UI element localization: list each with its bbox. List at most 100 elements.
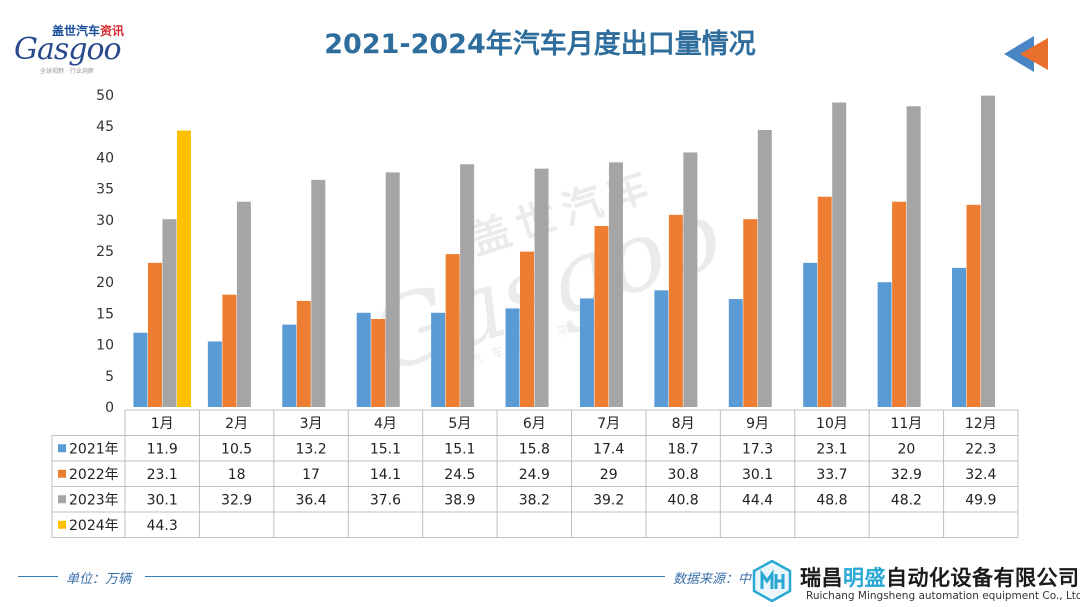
- legend-key-2022年: [58, 469, 66, 478]
- bar-2024年-1月: [176, 130, 191, 407]
- bar-2023年-6月: [534, 168, 549, 407]
- category-label: 3月: [300, 416, 323, 432]
- data-label: 23.1: [816, 441, 847, 457]
- y-tick-label: 20: [96, 275, 114, 291]
- company-name-en: Ruichang Mingsheng automation equipment …: [806, 590, 1080, 602]
- bar-2021年-2月: [207, 341, 222, 407]
- bar-2022年-11月: [892, 201, 907, 407]
- data-label: 18.7: [668, 441, 699, 457]
- bar-2021年-1月: [133, 332, 148, 407]
- footer-line-left: [18, 576, 58, 577]
- bar-2023年-9月: [757, 129, 772, 407]
- y-tick-label: 25: [96, 244, 114, 260]
- data-label: 30.8: [668, 467, 699, 483]
- data-label: 11.9: [147, 441, 178, 457]
- back-arrow-icon[interactable]: [1004, 36, 1052, 76]
- data-label: 30.1: [147, 492, 178, 508]
- legend-label: 2021年: [69, 441, 119, 457]
- bar-2023年-11月: [906, 106, 921, 408]
- category-label: 5月: [448, 416, 471, 432]
- logo-wordmark: Gasgoo: [14, 32, 122, 67]
- data-label: 33.7: [816, 467, 847, 483]
- page-title: 2021-2024年汽车月度出口量情况: [324, 29, 756, 60]
- category-label: 4月: [374, 416, 397, 432]
- category-label: 2月: [225, 416, 248, 432]
- data-label: 15.1: [444, 441, 475, 457]
- logo-cn-text: 盖世汽车资讯: [52, 24, 125, 38]
- data-label: 38.2: [519, 492, 550, 508]
- bar-2023年-7月: [608, 162, 623, 407]
- legend-label: 2023年: [69, 492, 119, 508]
- data-label: 17.4: [593, 441, 624, 457]
- legend-label: 2022年: [69, 467, 119, 483]
- source-label: 数据来源：中: [673, 572, 752, 587]
- y-tick-label: 40: [96, 150, 114, 166]
- data-label: 32.9: [221, 492, 252, 508]
- bar-2022年-1月: [147, 262, 162, 407]
- y-tick-label: 15: [96, 306, 114, 322]
- y-tick-label: 10: [96, 338, 114, 354]
- y-tick-label: 35: [96, 182, 114, 198]
- data-label: 37.6: [370, 492, 401, 508]
- data-label: 48.8: [816, 492, 847, 508]
- logo-tagline: 全球视野 · 行业洞察: [40, 68, 94, 75]
- bar-2021年-4月: [356, 312, 371, 407]
- data-label: 14.1: [370, 467, 401, 483]
- data-label: 17.3: [742, 441, 773, 457]
- data-label: 29: [600, 467, 618, 483]
- bar-2023年-3月: [311, 179, 326, 407]
- data-label: 40.8: [668, 492, 699, 508]
- data-label: 17: [302, 467, 320, 483]
- category-label: 1月: [151, 416, 174, 432]
- bar-2022年-4月: [371, 319, 386, 407]
- bar-2023年-12月: [981, 95, 996, 408]
- bar-2022年-10月: [817, 196, 832, 407]
- bar-2021年-12月: [952, 267, 967, 407]
- company-name: 瑞昌明盛自动化设备有限公司: [800, 566, 1080, 590]
- bar-2021年-8月: [654, 290, 669, 407]
- bar-2021年-7月: [579, 298, 594, 407]
- bar-2021年-11月: [877, 282, 892, 407]
- y-tick-label: 50: [96, 88, 114, 104]
- data-label: 24.5: [444, 467, 475, 483]
- data-label: 48.2: [891, 492, 922, 508]
- category-label: 8月: [672, 416, 695, 432]
- data-label: 22.3: [965, 441, 996, 457]
- bar-2023年-10月: [832, 102, 847, 407]
- legend-key-2021年: [58, 444, 66, 453]
- bar-2021年-3月: [282, 324, 297, 407]
- data-label: 15.1: [370, 441, 401, 457]
- data-label: 20: [897, 441, 915, 457]
- footer-line-mid: [145, 576, 665, 577]
- y-tick-label: 45: [96, 119, 114, 135]
- legend-label: 2024年: [69, 518, 119, 534]
- gasgoo-logo: 盖世汽车资讯 Gasgoo 全球视野 · 行业洞察: [14, 22, 134, 78]
- category-label: 6月: [523, 416, 546, 432]
- bar-2021年-5月: [431, 312, 446, 407]
- category-label: 9月: [746, 416, 769, 432]
- data-label: 23.1: [147, 467, 178, 483]
- legend-key-2024年: [58, 520, 66, 529]
- bar-2022年-12月: [966, 204, 981, 407]
- bar-2022年-6月: [520, 251, 535, 407]
- data-label: 30.1: [742, 467, 773, 483]
- bar-2023年-8月: [683, 152, 698, 407]
- bar-2023年-1月: [162, 219, 177, 407]
- data-label: 10.5: [221, 441, 252, 457]
- bar-2022年-3月: [296, 300, 311, 407]
- category-label: 11月: [890, 416, 922, 432]
- bar-2021年-9月: [728, 299, 743, 407]
- bar-2022年-7月: [594, 226, 609, 407]
- y-tick-label: 0: [105, 400, 114, 416]
- data-label: 39.2: [593, 492, 624, 508]
- company-logo-icon: [752, 559, 792, 606]
- data-label: 44.4: [742, 492, 773, 508]
- legend-key-2023年: [58, 495, 66, 504]
- data-label: 44.3: [147, 518, 178, 534]
- data-label: 32.9: [891, 467, 922, 483]
- bar-2023年-2月: [236, 201, 251, 407]
- bar-2022年-9月: [743, 219, 758, 407]
- data-label: 15.8: [519, 441, 550, 457]
- category-label: 12月: [965, 416, 997, 432]
